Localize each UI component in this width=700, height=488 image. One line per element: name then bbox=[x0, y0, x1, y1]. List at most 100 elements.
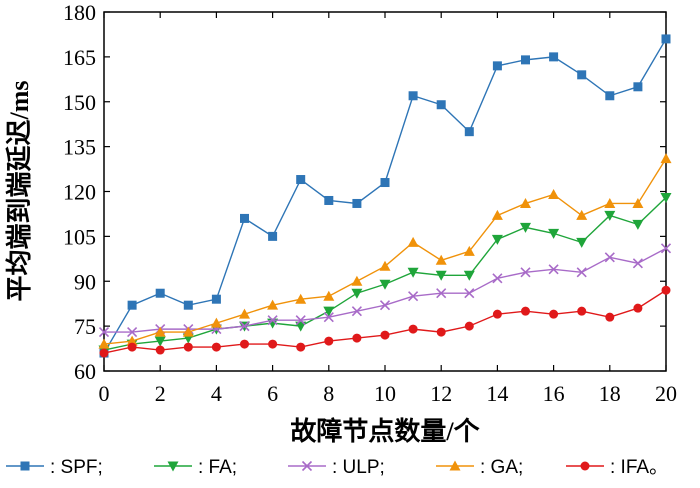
data-point-ga bbox=[463, 245, 475, 256]
data-point-spf bbox=[408, 91, 418, 101]
x-axis-title: 故障节点数量/个 bbox=[290, 416, 480, 446]
data-point-spf bbox=[436, 100, 446, 110]
data-point-ifa bbox=[99, 348, 109, 358]
data-point-fa bbox=[435, 270, 447, 281]
data-point-fa bbox=[463, 270, 475, 281]
data-point-ifa bbox=[380, 330, 390, 340]
data-point-fa bbox=[576, 237, 588, 248]
data-point-spf bbox=[155, 288, 165, 298]
data-point-ga bbox=[154, 326, 166, 337]
y-axis-title: 平均端到端延迟/ms bbox=[5, 80, 34, 301]
data-point-spf bbox=[183, 300, 193, 310]
legend-label-spf: : SPF; bbox=[50, 457, 103, 478]
legend: : SPF;: FA;: ULP;: GA;: IFA。 bbox=[6, 457, 668, 478]
y-tick-label: 120 bbox=[63, 180, 96, 205]
data-point-ulp bbox=[239, 321, 250, 332]
x-tick-label: 16 bbox=[543, 381, 565, 406]
data-point-ga bbox=[210, 317, 222, 328]
y-tick-label: 105 bbox=[63, 224, 96, 249]
data-point-ifa bbox=[633, 303, 643, 313]
data-point-fa bbox=[548, 228, 560, 239]
legend-item-fa: : FA; bbox=[154, 457, 237, 478]
y-tick-label: 180 bbox=[63, 0, 96, 25]
data-point-ifa bbox=[324, 336, 334, 346]
data-point-ga bbox=[239, 308, 250, 319]
data-point-ifa bbox=[352, 333, 362, 343]
y-tick-label: 165 bbox=[63, 45, 96, 70]
data-point-spf bbox=[296, 175, 306, 185]
data-point-ifa bbox=[211, 342, 221, 352]
data-point-fa bbox=[491, 234, 503, 245]
legend-label-ifa: : IFA。 bbox=[610, 457, 668, 478]
data-point-ifa bbox=[577, 306, 587, 316]
data-point-ga bbox=[379, 260, 391, 271]
data-point-ulp bbox=[98, 327, 110, 338]
series-ga bbox=[98, 153, 672, 349]
y-axis: 60 75 90 105 120 135 150 165 180 bbox=[63, 0, 666, 384]
legend-marker-ulp bbox=[301, 460, 313, 472]
y-tick-label: 135 bbox=[63, 135, 96, 160]
data-point-ga bbox=[351, 275, 363, 286]
data-point-ifa bbox=[521, 306, 530, 316]
data-point-spf bbox=[605, 91, 615, 101]
data-point-ga bbox=[660, 153, 672, 164]
data-point-ga bbox=[126, 335, 138, 346]
data-point-spf bbox=[127, 300, 137, 310]
data-point-ifa bbox=[492, 309, 502, 319]
data-point-ifa bbox=[155, 345, 165, 355]
data-point-spf bbox=[268, 231, 278, 241]
x-tick-label: 6 bbox=[267, 381, 278, 406]
data-point-ga bbox=[98, 338, 110, 349]
data-point-fa bbox=[295, 321, 307, 332]
data-point-spf bbox=[521, 55, 530, 65]
y-tick-label: 150 bbox=[63, 90, 96, 115]
data-point-ga bbox=[323, 290, 335, 301]
data-point-ulp bbox=[464, 288, 475, 299]
data-point-ulp bbox=[576, 267, 587, 278]
data-point-spf bbox=[324, 195, 334, 205]
data-point-ulp bbox=[127, 327, 138, 338]
data-point-ifa bbox=[408, 324, 418, 334]
data-point-fa bbox=[407, 267, 419, 278]
data-point-ga bbox=[267, 299, 279, 310]
data-point-ulp bbox=[632, 258, 643, 269]
legend-marker-ga bbox=[449, 460, 461, 471]
data-point-spf bbox=[352, 198, 362, 208]
x-tick-label: 12 bbox=[430, 381, 452, 406]
data-point-ifa bbox=[464, 321, 474, 331]
data-point-fa bbox=[604, 210, 616, 221]
data-point-fa bbox=[520, 222, 531, 233]
data-point-ga bbox=[548, 188, 560, 199]
data-point-ifa bbox=[661, 285, 671, 295]
x-tick-label: 4 bbox=[211, 381, 222, 406]
data-point-fa bbox=[351, 288, 363, 299]
data-point-ifa bbox=[127, 342, 137, 352]
data-point-ulp bbox=[436, 288, 447, 299]
data-point-ulp bbox=[267, 315, 278, 326]
data-point-ga bbox=[632, 197, 644, 208]
data-point-spf bbox=[633, 82, 643, 92]
data-point-ifa bbox=[436, 327, 446, 337]
series-ulp bbox=[98, 243, 672, 338]
data-point-ifa bbox=[240, 339, 249, 349]
data-point-ulp bbox=[520, 267, 531, 278]
data-point-ifa bbox=[268, 339, 278, 349]
data-point-spf bbox=[380, 178, 390, 188]
legend-item-spf: : SPF; bbox=[6, 457, 103, 478]
data-point-ga bbox=[435, 254, 447, 265]
x-tick-label: 18 bbox=[599, 381, 621, 406]
x-tick-label: 0 bbox=[99, 381, 110, 406]
data-point-ulp bbox=[660, 243, 672, 254]
series-layer bbox=[98, 34, 672, 358]
legend-label-ulp: : ULP; bbox=[332, 457, 385, 478]
data-point-ga bbox=[295, 293, 307, 304]
x-tick-label: 2 bbox=[155, 381, 166, 406]
data-point-spf bbox=[577, 70, 587, 80]
data-point-ulp bbox=[548, 264, 559, 275]
series-ifa bbox=[99, 285, 671, 358]
data-point-ifa bbox=[296, 342, 306, 352]
data-point-spf bbox=[549, 52, 559, 62]
x-tick-label: 8 bbox=[323, 381, 334, 406]
